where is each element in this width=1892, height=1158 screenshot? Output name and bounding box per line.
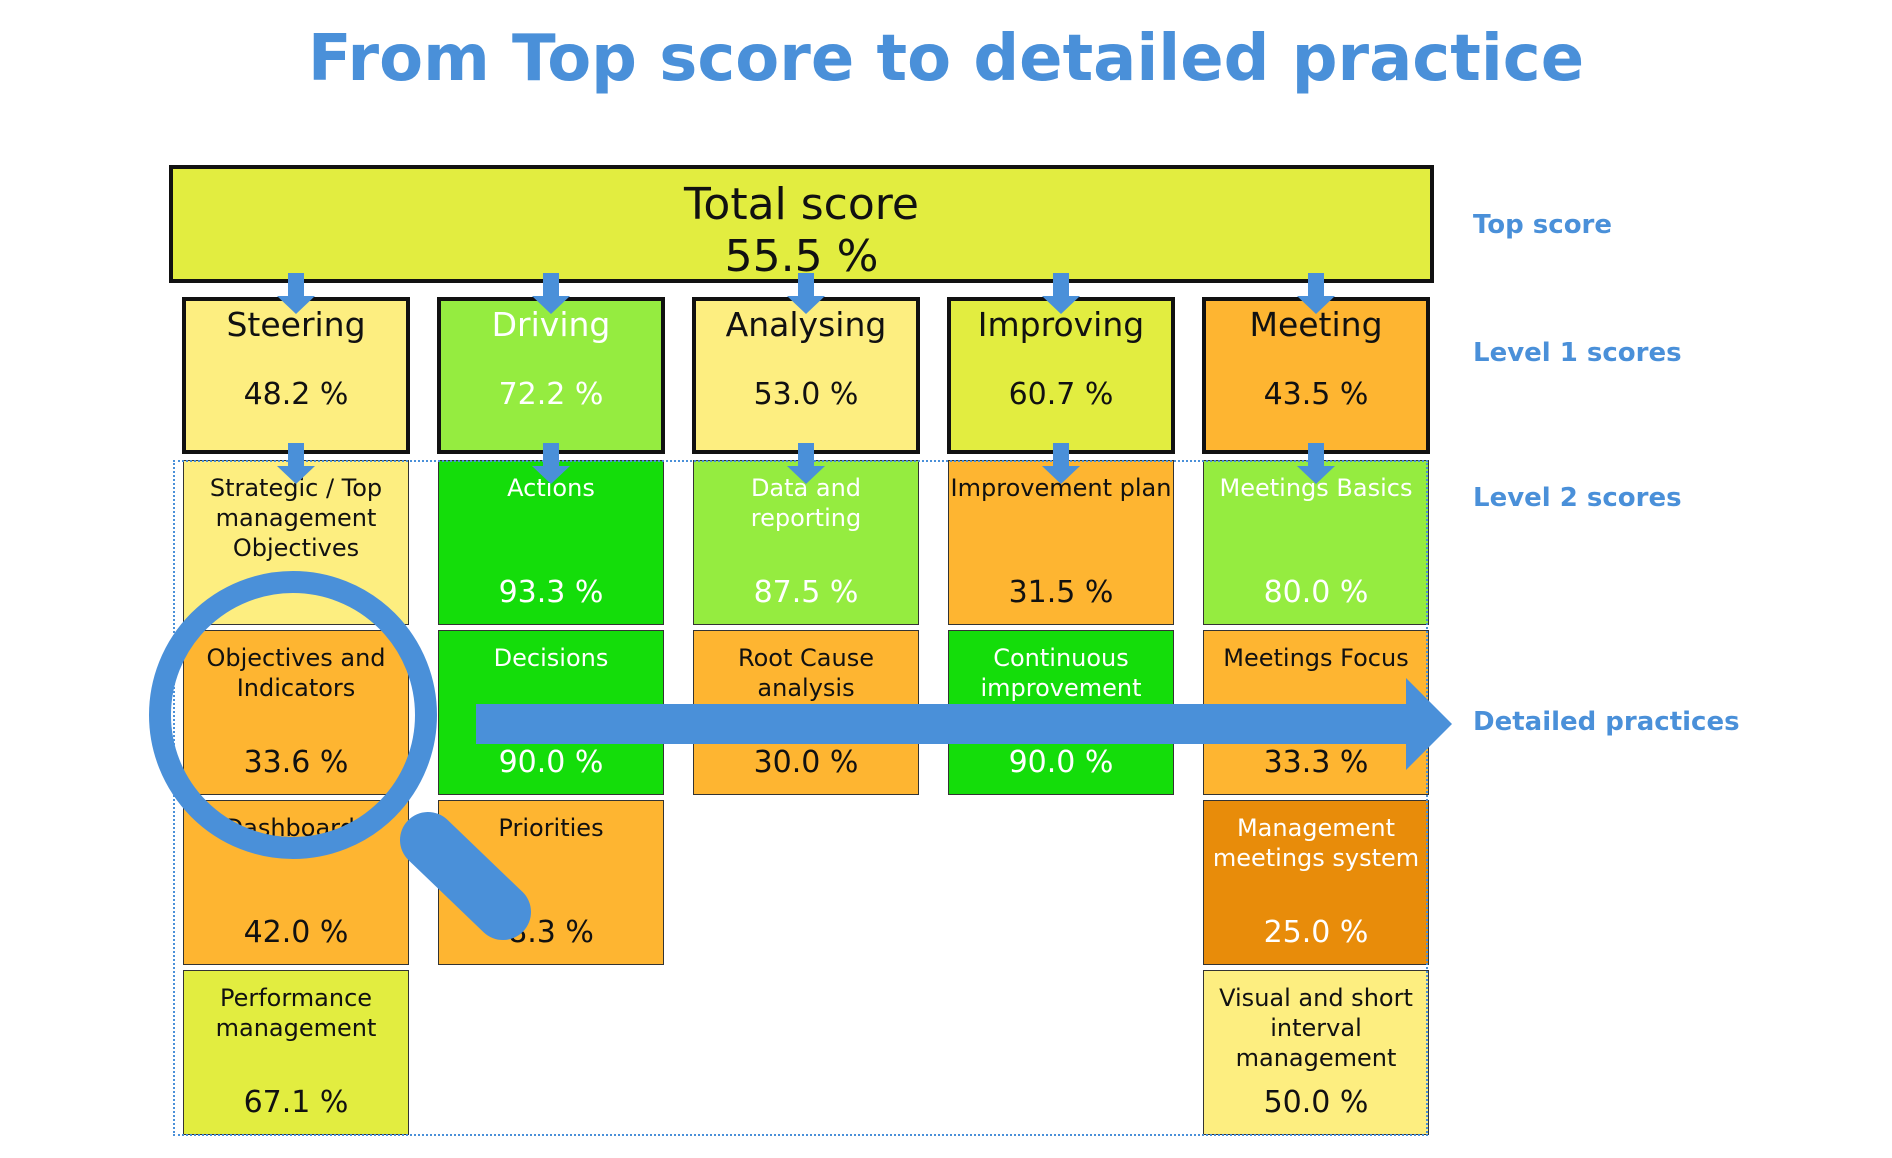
practice-box: Management meetings system 25.0 % bbox=[1203, 800, 1429, 965]
down-arrow-shaft bbox=[1308, 443, 1324, 468]
practice-value: 87.5 % bbox=[753, 575, 859, 610]
practice-name: Management meetings system bbox=[1212, 814, 1420, 872]
practice-name: Priorities bbox=[498, 814, 604, 842]
down-arrow-head bbox=[1297, 296, 1335, 314]
down-arrow-head bbox=[1042, 466, 1080, 484]
down-arrow-shaft bbox=[288, 443, 304, 468]
practice-value: 90.0 % bbox=[1008, 745, 1114, 780]
total-score-label: Total score bbox=[684, 179, 919, 230]
practice-name: Root Cause analysis bbox=[738, 644, 874, 702]
down-arrow-shaft bbox=[1053, 273, 1069, 298]
level1-box-analysing: Analysing 53.0 % bbox=[692, 297, 920, 454]
practice-box: Improvement plan 31.5 % bbox=[948, 460, 1174, 625]
practice-box: Meetings Basics 80.0 % bbox=[1203, 460, 1429, 625]
down-arrow-shaft bbox=[1308, 273, 1324, 298]
practice-value: 93.3 % bbox=[498, 575, 604, 610]
down-arrow-head bbox=[787, 466, 825, 484]
practice-value: 33.6 % bbox=[243, 745, 349, 780]
practice-box: Visual and short interval management 50.0… bbox=[1203, 970, 1429, 1135]
practice-value: 67.1 % bbox=[243, 1085, 349, 1120]
level1-value: 60.7 % bbox=[1008, 377, 1114, 412]
total-score-box: Total score 55.5 % bbox=[169, 165, 1434, 283]
level1-box-meeting: Meeting 43.5 % bbox=[1202, 297, 1430, 454]
practice-value: 42.0 % bbox=[243, 915, 349, 950]
down-arrow-head bbox=[787, 296, 825, 314]
practice-value: 90.0 % bbox=[498, 745, 604, 780]
down-arrow-head bbox=[277, 466, 315, 484]
down-arrow-shaft bbox=[1053, 443, 1069, 468]
practice-name: Continuous improvement bbox=[980, 644, 1142, 702]
down-arrow-shaft bbox=[288, 273, 304, 298]
practice-box: Objectives and Indicators 33.6 % bbox=[183, 630, 409, 795]
down-arrow-head bbox=[277, 296, 315, 314]
down-arrow-shaft bbox=[543, 443, 559, 468]
practice-value: 25.0 % bbox=[1263, 915, 1369, 950]
level1-value: 48.2 % bbox=[243, 377, 349, 412]
top-score-label: Top score bbox=[1473, 210, 1613, 240]
practice-box: Performance management 67.1 % bbox=[183, 970, 409, 1135]
practice-value: 80.0 % bbox=[1263, 575, 1369, 610]
detailed-arrow-shaft bbox=[476, 704, 1412, 744]
practice-name: Performance management bbox=[215, 984, 377, 1042]
detailed-arrow-head bbox=[1406, 678, 1452, 770]
practice-value: 30.0 % bbox=[753, 745, 859, 780]
practice-name: Visual and short interval management bbox=[1219, 984, 1413, 1072]
practice-name: Decisions bbox=[493, 644, 609, 672]
down-arrow-shaft bbox=[798, 273, 814, 298]
level1-scores-label: Level 1 scores bbox=[1473, 338, 1682, 368]
magnifier-handle bbox=[400, 812, 531, 940]
level1-value: 43.5 % bbox=[1263, 377, 1369, 412]
practice-name: Strategic / Top management Objectives bbox=[209, 474, 383, 562]
practice-box: Actions 93.3 % bbox=[438, 460, 664, 625]
practice-value: 31.5 % bbox=[1008, 575, 1114, 610]
down-arrow-head bbox=[1042, 296, 1080, 314]
level2-scores-label: Level 2 scores bbox=[1473, 483, 1682, 513]
down-arrow-shaft bbox=[798, 443, 814, 468]
detailed-practices-label: Detailed practices bbox=[1473, 707, 1740, 737]
down-arrow-head bbox=[532, 466, 570, 484]
practice-name: Objectives and Indicators bbox=[206, 644, 386, 702]
down-arrow-shaft bbox=[543, 273, 559, 298]
level1-box-steering: Steering 48.2 % bbox=[182, 297, 410, 454]
practice-value: 33.3 % bbox=[1263, 745, 1369, 780]
page-title: From Top score to detailed practice bbox=[307, 22, 1585, 96]
level1-value: 53.0 % bbox=[753, 377, 859, 412]
practice-value: 50.0 % bbox=[1263, 1085, 1369, 1120]
down-arrow-head bbox=[532, 296, 570, 314]
down-arrow-head bbox=[1297, 466, 1335, 484]
magnifier-icon bbox=[149, 571, 437, 859]
level1-value: 72.2 % bbox=[498, 377, 604, 412]
practice-name: Meetings Focus bbox=[1223, 644, 1409, 672]
